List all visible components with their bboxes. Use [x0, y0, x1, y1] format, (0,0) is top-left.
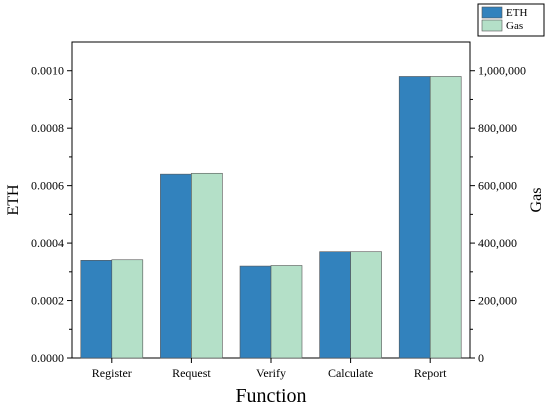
bar-eth-verify	[239, 265, 272, 359]
bar-gas-calculate	[350, 251, 382, 359]
legend-label-eth: ETH	[506, 7, 527, 19]
x-tick-label: Request	[172, 366, 211, 380]
right-tick-label: 400,000	[478, 236, 517, 250]
x-tick-label: Calculate	[328, 366, 373, 380]
right-tick-label: 200,000	[478, 294, 517, 308]
bar-gas-request	[191, 172, 223, 359]
right-tick-label: 600,000	[478, 179, 517, 193]
bar-eth-register	[80, 260, 113, 359]
left-tick-label: 0.0002	[31, 294, 64, 308]
left-tick-label: 0.0004	[31, 236, 64, 250]
bar-gas-report	[429, 76, 462, 359]
x-tick-label: Verify	[256, 366, 286, 380]
legend-label-gas: Gas	[506, 20, 523, 32]
left-tick-label: 0.0000	[31, 351, 64, 365]
x-axis: Register Request Verify Calculate Report	[92, 358, 447, 380]
bars	[80, 76, 462, 359]
x-axis-title: Function	[235, 385, 306, 407]
right-tick-label: 800,000	[478, 121, 517, 135]
bar-gas-register	[111, 259, 144, 359]
right-y-axis: 0 200,000 400,000 600,000 800,000 1,000,000	[470, 64, 526, 365]
x-tick-label: Report	[414, 366, 447, 380]
left-axis-title: ETH	[5, 184, 22, 216]
bar-eth-report	[398, 76, 431, 359]
right-axis-title: Gas	[528, 188, 545, 213]
right-tick-label: 1,000,000	[478, 64, 526, 78]
x-tick-label: Register	[92, 366, 132, 380]
left-tick-label: 0.0008	[31, 121, 64, 135]
bar-eth-request	[160, 173, 192, 359]
bar-eth-calculate	[319, 251, 351, 359]
legend-swatch-gas	[481, 19, 503, 32]
left-tick-label: 0.0010	[31, 64, 64, 78]
left-tick-label: 0.0006	[31, 179, 64, 193]
legend-swatch-eth	[481, 6, 503, 19]
right-tick-label: 0	[478, 351, 484, 365]
bar-gas-verify	[270, 265, 303, 359]
left-y-axis: 0.0000 0.0002 0.0004 0.0006 0.0008 0.0010	[31, 64, 72, 365]
